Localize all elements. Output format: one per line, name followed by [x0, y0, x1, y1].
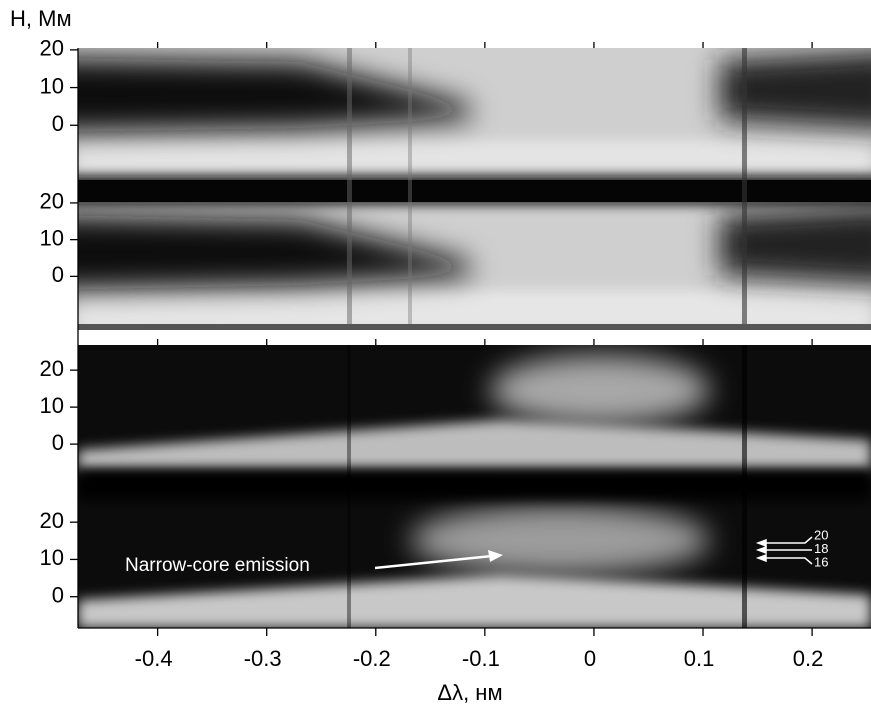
y-tick-label: 20 — [40, 189, 64, 214]
x-tick-label: -0.2 — [353, 646, 391, 671]
height-label: 20 — [814, 527, 828, 542]
x-tick-label: -0.3 — [244, 646, 282, 671]
x-tick-label: 0 — [584, 646, 596, 671]
height-arrows — [755, 536, 813, 565]
annotation: Narrow-core emission — [125, 555, 310, 576]
y-tick-label: 0 — [52, 430, 64, 455]
height-label: 18 — [814, 541, 828, 556]
x-tick-label: 0.2 — [793, 646, 824, 671]
y-tick-label: 10 — [40, 393, 64, 418]
y-tick-label: 0 — [52, 111, 64, 136]
x-axis-label: Δλ, нм — [437, 680, 502, 705]
y-tick-label: 20 — [40, 36, 64, 61]
annotation-arrow — [374, 554, 493, 570]
y-tick-label: 10 — [40, 225, 64, 250]
height-label: 16 — [814, 554, 828, 569]
y-tick-label: 20 — [40, 508, 64, 533]
y-tick-label: 10 — [40, 73, 64, 98]
x-tick-label: -0.4 — [135, 646, 173, 671]
y-tick-label: 0 — [52, 262, 64, 287]
annotation-arrowhead — [488, 550, 503, 562]
x-tick-label: -0.1 — [462, 646, 500, 671]
y-axis-label: H, Мм — [10, 6, 72, 31]
y-tick-label: 10 — [40, 545, 64, 570]
lower-spectrogram — [78, 345, 871, 628]
y-tick-label: 20 — [40, 356, 64, 381]
y-tick-label: 0 — [52, 583, 64, 608]
upper-spectrogram — [78, 48, 871, 330]
x-tick-label: 0.1 — [684, 646, 715, 671]
